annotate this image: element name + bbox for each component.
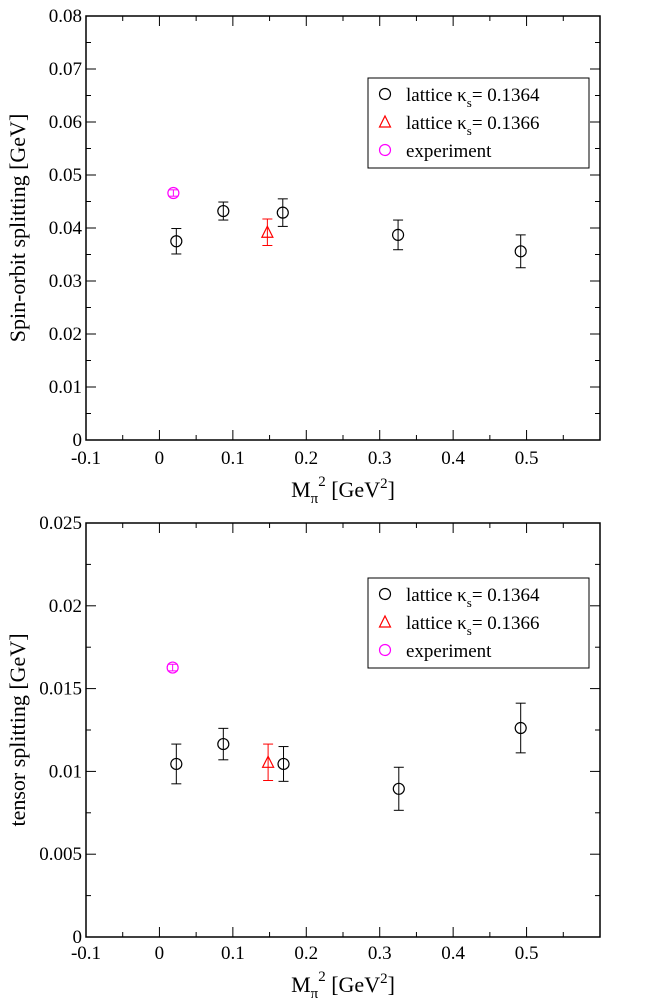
y-tick-label: 0.07	[49, 59, 82, 80]
chart-panel-2: -0.1 0 0.1 0.2 0.3 0.4 0.500.0050.010.0150.020…	[5, 513, 601, 1002]
series-3	[166, 661, 179, 674]
x-tick-label: -0.1	[71, 943, 101, 964]
y-tick-label: 0.025	[39, 513, 82, 534]
legend-marker	[378, 643, 392, 657]
y-tick-label: 0.015	[39, 679, 82, 700]
data-point	[260, 224, 274, 238]
x-label-sub: π	[311, 986, 319, 1002]
series-1	[170, 702, 527, 811]
data-point	[261, 754, 275, 768]
x-label-unit-close: ]	[388, 477, 395, 502]
data-point	[391, 228, 405, 241]
legend-label: experiment	[406, 641, 492, 662]
legend-marker	[378, 587, 392, 601]
legend-label-value: = 0.1366	[472, 113, 540, 134]
y-tick-label: 0.02	[49, 596, 82, 617]
legend-label-sub: s	[467, 623, 472, 638]
x-tick-label: 0.3	[368, 943, 392, 964]
x-label-unit: [GeV	[326, 477, 380, 502]
y-tick-label: 0.005	[39, 844, 82, 865]
y-tick-label: 0.08	[49, 6, 82, 27]
data-point	[170, 757, 183, 771]
legend-label-sub: s	[467, 595, 472, 610]
data-point	[166, 661, 179, 674]
x-label-unit: [GeV	[326, 972, 380, 997]
x-label-sup: 2	[318, 474, 326, 490]
legend-label: experiment	[406, 141, 492, 162]
data-point	[167, 186, 180, 200]
y-tick-label: 0.06	[49, 112, 82, 133]
legend-box	[367, 77, 590, 169]
data-point	[276, 206, 289, 219]
y-tick-label: 0.02	[49, 324, 82, 345]
x-tick-label: 0.1	[221, 943, 245, 964]
x-axis-label: Mπ2 [GeV2]	[291, 474, 395, 507]
legend-label: lattice κs= 0.1364	[406, 585, 540, 610]
x-label-m: M	[291, 972, 311, 997]
x-tick-label: 0.1	[221, 448, 245, 469]
x-tick-label: 0.3	[368, 448, 392, 469]
x-tick-label: 0	[155, 448, 165, 469]
x-label-sub: π	[311, 491, 319, 507]
y-tick-label: 0	[73, 927, 83, 948]
x-label-unit-close: ]	[388, 972, 395, 997]
legend-marker	[378, 87, 392, 101]
legend-label-main: lattice κ	[406, 585, 467, 606]
y-tick-label: 0.04	[49, 218, 83, 239]
data-point	[277, 757, 290, 771]
legend-marker	[378, 614, 392, 628]
legend-label-main: experiment	[406, 641, 492, 662]
y-tick-label: 0.01	[49, 761, 82, 782]
legend-label-value: = 0.1366	[472, 613, 540, 634]
legend-label-sub: s	[467, 123, 472, 138]
x-tick-label: 0.2	[294, 448, 318, 469]
series-1	[170, 198, 527, 269]
legend-label: lattice κs= 0.1366	[406, 613, 540, 638]
chart-panel-1: -0.1 0 0.1 0.2 0.3 0.4 0.500.010.020.030.040.0…	[5, 6, 601, 507]
x-label-sup: 2	[318, 969, 326, 985]
data-point	[217, 204, 230, 218]
legend-label: lattice κs= 0.1364	[406, 85, 540, 110]
data-point	[217, 737, 230, 751]
x-tick-label: 0.4	[441, 943, 465, 964]
y-tick-label: 0.01	[49, 377, 82, 398]
data-point	[514, 245, 527, 258]
series-2	[261, 743, 275, 782]
y-tick-label: 0.05	[49, 165, 82, 186]
data-point	[170, 235, 183, 248]
x-tick-label: 0	[155, 943, 165, 964]
x-tick-label: 0.5	[515, 448, 539, 469]
legend-label-sub: s	[467, 95, 472, 110]
y-axis-label: tensor splitting [GeV]	[5, 633, 30, 826]
series-2	[260, 218, 274, 246]
data-point	[392, 782, 405, 795]
legend-label-value: = 0.1364	[472, 585, 540, 606]
data-point	[514, 721, 527, 735]
legend-marker	[378, 114, 392, 128]
legend-box	[367, 577, 590, 669]
x-label-unit-sup: 2	[380, 971, 388, 987]
x-tick-label: -0.1	[71, 448, 101, 469]
x-label-unit-sup: 2	[380, 476, 388, 492]
series-3	[167, 186, 180, 200]
legend-label-main: lattice κ	[406, 85, 467, 106]
y-tick-label: 0.03	[49, 271, 82, 292]
legend-label-main: lattice κ	[406, 113, 467, 134]
x-label-m: M	[291, 477, 311, 502]
y-axis-label: Spin-orbit splitting [GeV]	[5, 114, 30, 343]
legend-marker	[378, 143, 392, 157]
y-tick-label: 0	[73, 430, 83, 451]
legend-label-value: = 0.1364	[472, 85, 540, 106]
x-tick-label: 0.4	[441, 448, 465, 469]
legend-label-main: lattice κ	[406, 613, 467, 634]
legend-label: lattice κs= 0.1366	[406, 113, 540, 138]
x-axis-label: Mπ2 [GeV2]	[291, 969, 395, 1002]
legend-label-main: experiment	[406, 141, 492, 162]
x-tick-label: 0.5	[515, 943, 539, 964]
x-tick-label: 0.2	[294, 943, 318, 964]
